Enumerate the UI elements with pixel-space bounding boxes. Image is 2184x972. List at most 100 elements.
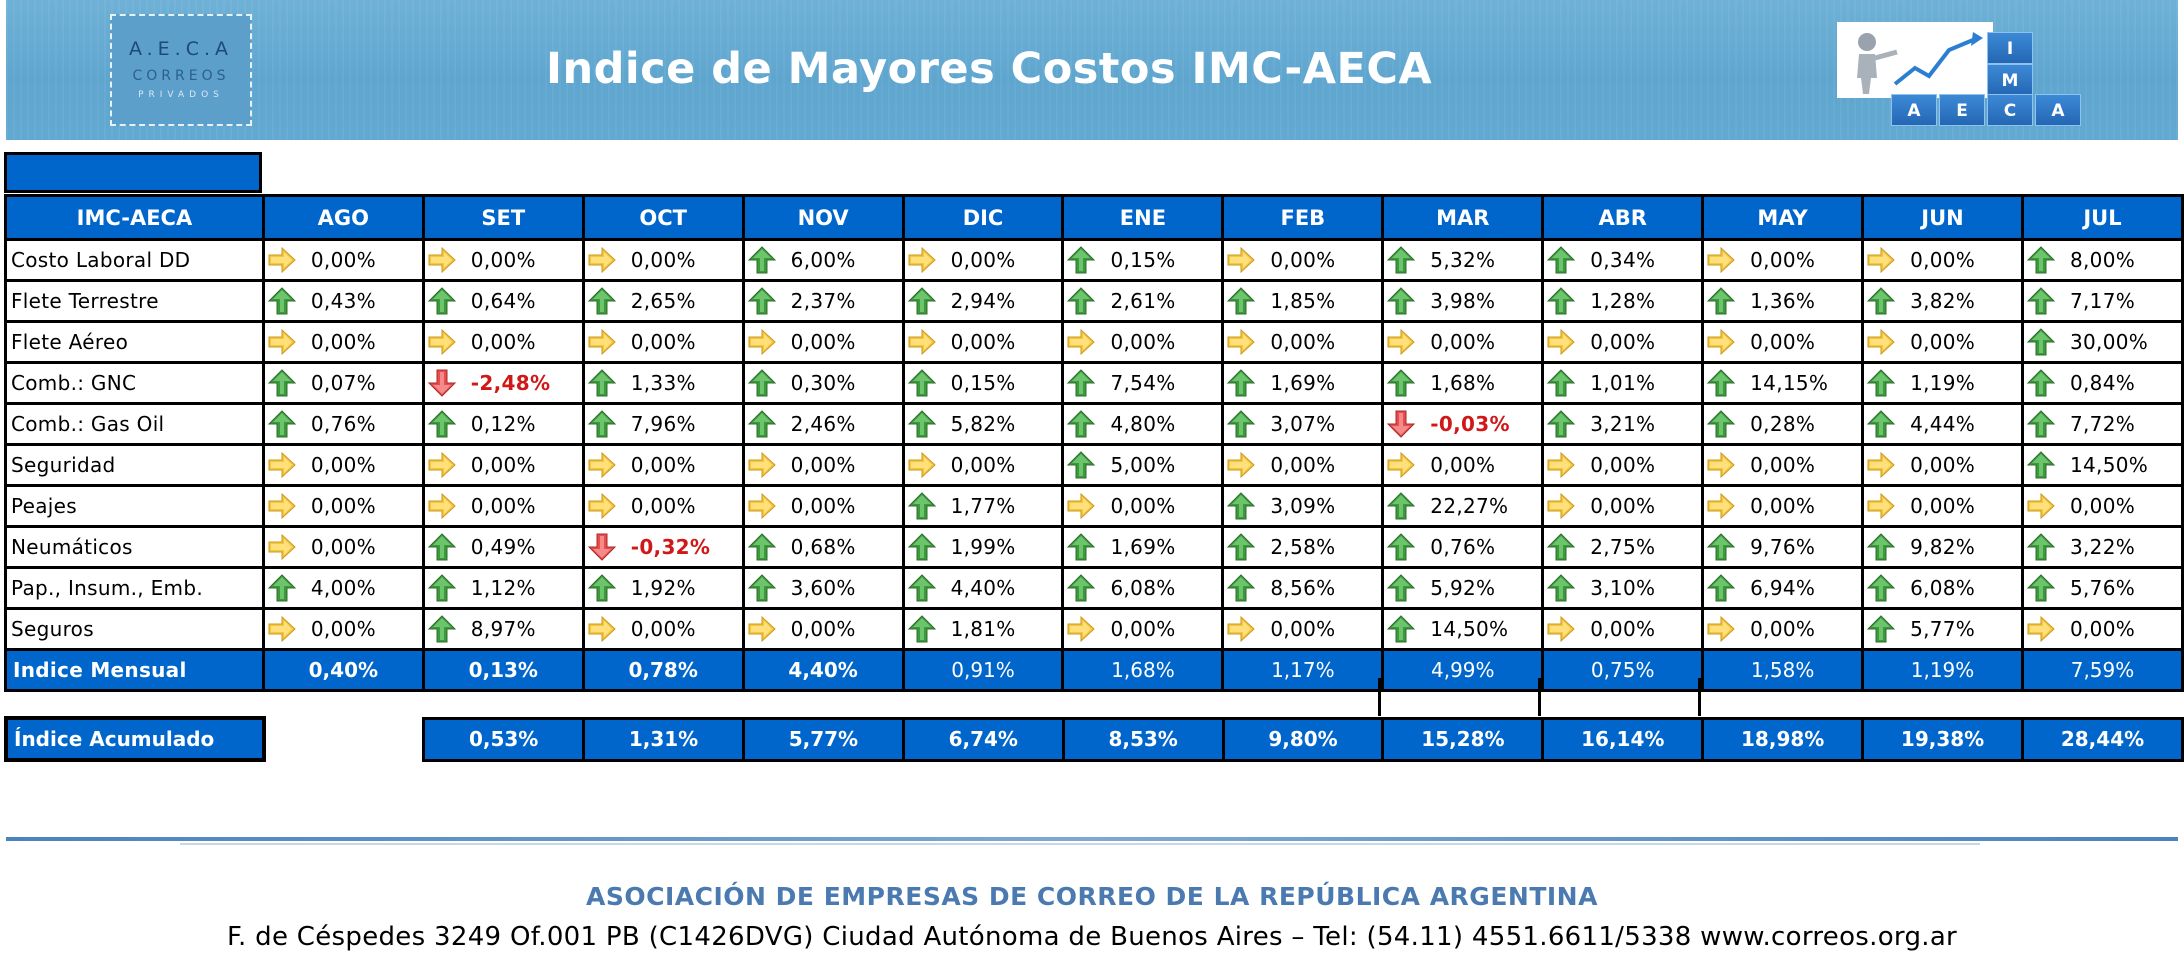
month-header: OCT bbox=[581, 194, 745, 241]
cube-letter: A bbox=[2035, 94, 2081, 126]
cell-value: 0,00% bbox=[1270, 330, 1336, 354]
cell-value: 0,00% bbox=[310, 617, 376, 641]
arrow-up-icon bbox=[747, 409, 777, 439]
cell-value: 0,00% bbox=[1270, 617, 1336, 641]
arrow-up-icon bbox=[747, 532, 777, 562]
arrow-right-icon bbox=[1546, 614, 1576, 644]
value-cell: 0,00% bbox=[1701, 238, 1865, 282]
arrow-up-icon bbox=[2026, 532, 2056, 562]
row-label: Comb.: Gas Oil bbox=[4, 402, 265, 446]
cell-value: 0,84% bbox=[2069, 371, 2136, 395]
arrow-up-icon bbox=[267, 368, 297, 398]
arrow-up-icon bbox=[1226, 573, 1256, 603]
cell-value: 1,99% bbox=[950, 535, 1016, 559]
cell-value: 1,69% bbox=[1270, 371, 1336, 395]
value-cell: 1,12% bbox=[421, 566, 585, 610]
value-cell: 0,76% bbox=[261, 402, 425, 446]
arrow-right-icon bbox=[587, 614, 617, 644]
arrow-up-icon bbox=[267, 286, 297, 316]
arrow-right-icon bbox=[1706, 491, 1736, 521]
cell-value: 2,94% bbox=[950, 289, 1016, 313]
arrow-up-icon bbox=[907, 286, 937, 316]
row-label: Pap., Insum., Emb. bbox=[4, 566, 265, 610]
cell-value: 30,00% bbox=[2069, 330, 2149, 354]
value-cell: 2,65% bbox=[581, 279, 745, 323]
cell-value: -0,03% bbox=[1430, 412, 1510, 436]
value-cell: 0,00% bbox=[1861, 320, 2024, 364]
arrow-up-icon bbox=[1226, 491, 1256, 521]
arrow-down-icon bbox=[587, 532, 617, 562]
cube-letter: M bbox=[1987, 64, 2033, 96]
arrow-right-icon bbox=[1066, 327, 1096, 357]
arrow-up-icon bbox=[1866, 614, 1896, 644]
value-cell: 14,50% bbox=[2020, 443, 2184, 487]
aeca-logo-line2: CORREOS bbox=[132, 68, 230, 84]
arrow-up-icon bbox=[1546, 286, 1576, 316]
arrow-right-icon bbox=[1866, 327, 1896, 357]
value-cell: 8,56% bbox=[1221, 566, 1385, 610]
value-cell: 0,00% bbox=[1221, 238, 1385, 282]
value-cell: 0,00% bbox=[1541, 320, 1705, 364]
value-cell: 14,50% bbox=[1381, 607, 1545, 651]
cell-value: 0,00% bbox=[1750, 330, 1816, 354]
cell-value: 0,00% bbox=[1590, 494, 1656, 518]
footer-rule-shadow bbox=[180, 843, 1980, 845]
cell-value: 1,68% bbox=[1430, 371, 1496, 395]
value-cell: 7,17% bbox=[2020, 279, 2184, 323]
cell-value: 6,08% bbox=[1910, 576, 1976, 600]
aeca-logo-line3: PRIVADOS bbox=[138, 90, 224, 100]
empty-cell bbox=[263, 718, 424, 760]
arrow-up-icon bbox=[427, 614, 457, 644]
table-row: Flete Terrestre 0,43% 0,64% 2,65% 2,37% 2,94%… bbox=[4, 279, 2184, 323]
value-cell: 1,28% bbox=[1541, 279, 1705, 323]
arrow-up-icon bbox=[267, 573, 297, 603]
value-cell: 0,00% bbox=[1861, 443, 2024, 487]
arrow-up-icon bbox=[907, 409, 937, 439]
arrow-right-icon bbox=[267, 532, 297, 562]
table-row: Costo Laboral DD 0,00% 0,00% 0,00% 6,00% 0,00… bbox=[4, 238, 2184, 282]
arrow-right-icon bbox=[1866, 245, 1896, 275]
cell-value: 0,43% bbox=[310, 289, 376, 313]
cell-value: 0,28% bbox=[1750, 412, 1816, 436]
value-cell: 0,00% bbox=[1061, 607, 1225, 651]
arrow-up-icon bbox=[587, 573, 617, 603]
value-cell: 5,00% bbox=[1061, 443, 1225, 487]
arrow-up-icon bbox=[1066, 450, 1096, 480]
cell-value: 0,00% bbox=[470, 494, 536, 518]
cell-value: 0,00% bbox=[2069, 494, 2136, 518]
cube-letter: C bbox=[1987, 94, 2033, 126]
cell-value: 7,96% bbox=[630, 412, 696, 436]
table-row: Pap., Insum., Emb. 4,00% 1,12% 1,92% 3,60% 4,… bbox=[4, 566, 2184, 610]
footer-organization: ASOCIACIÓN DE EMPRESAS DE CORREO DE LA R… bbox=[586, 882, 1598, 911]
arrow-up-icon bbox=[1866, 368, 1896, 398]
value-cell: 0,00% bbox=[261, 238, 425, 282]
cell-value: 0,15% bbox=[1110, 248, 1176, 272]
value-cell: 0,00% bbox=[901, 320, 1065, 364]
arrow-right-icon bbox=[587, 491, 617, 521]
cell-value: 0,00% bbox=[310, 248, 376, 272]
cell-value: 0,00% bbox=[1590, 330, 1656, 354]
cell-value: 3,60% bbox=[790, 576, 856, 600]
arrow-up-icon bbox=[1866, 532, 1896, 562]
month-header: ABR bbox=[1541, 194, 1705, 241]
cumulative-index-value: 1,31% bbox=[582, 716, 745, 762]
cell-value: 9,76% bbox=[1750, 535, 1816, 559]
cell-value: 0,00% bbox=[1750, 248, 1816, 272]
cell-value: 3,98% bbox=[1430, 289, 1496, 313]
monthly-index-value: 1,68% bbox=[1061, 648, 1225, 692]
arrow-right-icon bbox=[1706, 245, 1736, 275]
value-cell: 6,08% bbox=[1061, 566, 1225, 610]
cell-value: 4,44% bbox=[1910, 412, 1976, 436]
cell-value: 4,80% bbox=[1110, 412, 1176, 436]
arrow-right-icon bbox=[1866, 450, 1896, 480]
row-label: Flete Terrestre bbox=[4, 279, 265, 323]
value-cell: 5,92% bbox=[1381, 566, 1545, 610]
cell-value: 1,85% bbox=[1270, 289, 1336, 313]
value-cell: 0,00% bbox=[1541, 443, 1705, 487]
arrow-right-icon bbox=[1546, 327, 1576, 357]
arrow-right-icon bbox=[747, 327, 777, 357]
cell-value: 1,69% bbox=[1110, 535, 1176, 559]
banner-texture bbox=[6, 0, 2178, 140]
cell-value: 0,00% bbox=[630, 330, 696, 354]
cell-value: 6,00% bbox=[790, 248, 856, 272]
